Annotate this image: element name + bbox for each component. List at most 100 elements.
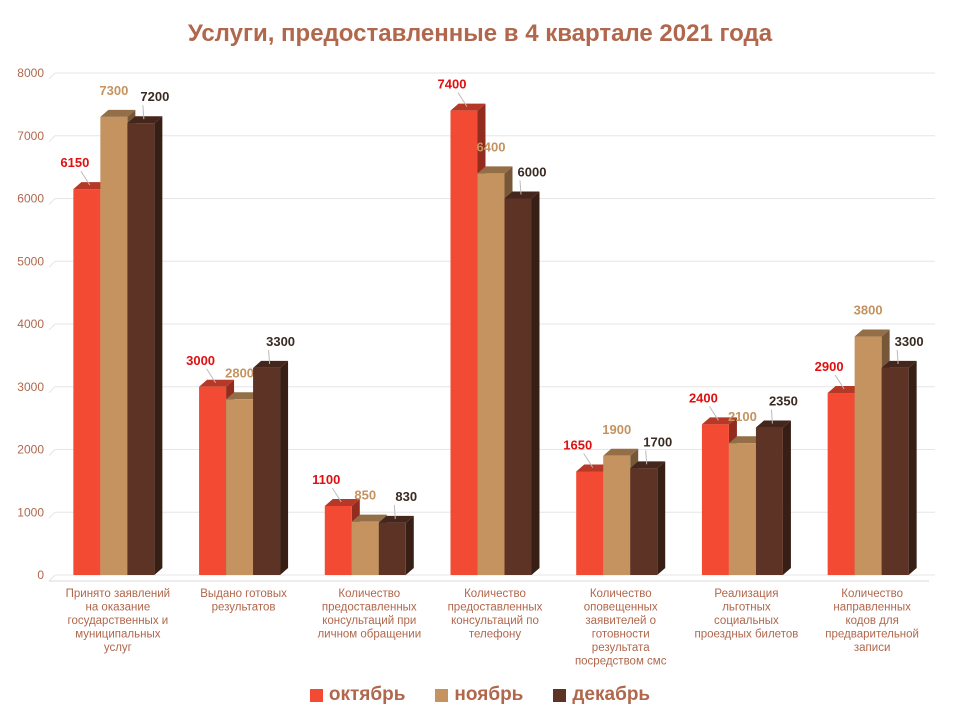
bar-top	[73, 182, 109, 190]
bar-top	[854, 329, 890, 337]
x-category-label: Принято заявлений	[66, 588, 170, 600]
leader-line	[645, 450, 648, 465]
bar-декабрь	[127, 123, 155, 575]
x-category-label: телефону	[469, 629, 521, 641]
x-category-label: Количество	[590, 588, 652, 600]
data-label: 2800	[225, 365, 254, 380]
y-tick-label: 5000	[17, 254, 44, 268]
leader-line	[457, 92, 468, 107]
bar-top	[253, 360, 289, 368]
bar-октябрь	[576, 471, 604, 575]
x-category-label: государственных и	[68, 615, 169, 627]
data-label: 2400	[689, 390, 718, 405]
bar-top	[477, 166, 513, 174]
bar-side	[531, 191, 540, 575]
bar-октябрь	[701, 424, 729, 575]
bar-top	[504, 191, 540, 199]
legend-label: октябрь	[328, 684, 406, 705]
bar-декабрь	[504, 198, 532, 575]
data-label: 6000	[518, 165, 547, 180]
bar-ноябрь	[477, 173, 505, 575]
gridline-depth	[48, 72, 56, 80]
x-category-label: на оказание	[85, 602, 150, 614]
x-category-label: проездных билетов	[695, 629, 799, 641]
leader-line	[268, 349, 271, 364]
bar-top	[199, 379, 235, 387]
y-tick-label: 0	[37, 568, 44, 582]
x-category-label: кодов для	[845, 615, 898, 627]
bar-top	[351, 514, 387, 522]
bar-октябрь	[450, 110, 478, 576]
x-category-label: направленных	[833, 602, 911, 614]
data-label: 3800	[854, 303, 883, 318]
bar-top	[630, 461, 666, 469]
leader-line	[142, 105, 145, 120]
x-category-label: Выдано готовых	[200, 588, 287, 600]
legend-swatch	[553, 688, 567, 702]
gridline-depth	[48, 511, 56, 519]
data-label: 1700	[643, 434, 672, 449]
x-category-label: Количество	[464, 588, 526, 600]
y-tick-label: 4000	[17, 317, 44, 331]
bar-декабрь	[755, 427, 783, 575]
data-label: 2900	[815, 359, 844, 374]
x-category-label: льготных	[722, 602, 771, 614]
leader-line	[80, 170, 91, 186]
bar-side	[908, 360, 917, 575]
legend: октябрь ноябрь декабрь	[0, 684, 960, 706]
bar-октябрь	[827, 393, 855, 575]
legend-item-october: октябрь	[309, 684, 406, 706]
data-label: 2350	[769, 394, 798, 409]
bar-октябрь	[73, 189, 101, 575]
x-category-label: готовности	[592, 629, 650, 641]
x-category-label: посредством смс	[575, 656, 667, 668]
legend-swatch	[435, 688, 449, 702]
y-tick-label: 6000	[17, 192, 44, 206]
leader-line	[834, 374, 845, 390]
bar-top	[378, 515, 414, 523]
x-category-label: консультаций по	[451, 615, 539, 627]
x-category-label: консультаций при	[322, 615, 416, 627]
bar-ноябрь	[226, 399, 254, 575]
bar-октябрь	[199, 386, 227, 575]
bar-top	[827, 386, 863, 394]
gridline-depth	[48, 386, 56, 394]
gridline-depth	[48, 198, 56, 205]
bar-top	[576, 464, 612, 472]
gridline-depth	[48, 574, 56, 582]
bar-декабрь	[630, 468, 658, 575]
x-category-label: результатов	[212, 602, 276, 614]
y-tick-label: 1000	[17, 505, 44, 519]
data-label: 7300	[99, 83, 128, 98]
data-label: 850	[354, 488, 376, 503]
x-category-label: личном обращении	[317, 629, 421, 641]
y-tick-label: 8000	[17, 66, 44, 80]
bar-side	[782, 420, 791, 575]
y-tick-label: 7000	[17, 129, 44, 143]
bar-октябрь	[324, 505, 352, 575]
x-category-label: Количество	[338, 588, 400, 600]
leader-line	[770, 409, 773, 424]
bar-декабрь	[253, 367, 281, 575]
legend-label: декабрь	[572, 684, 651, 705]
x-category-label: Количество	[841, 588, 903, 600]
legend-item-december: декабрь	[553, 684, 650, 706]
leader-line	[393, 504, 396, 519]
chart-title: Услуги, предоставленные в 4 квартале 202…	[187, 20, 773, 47]
leader-line	[331, 487, 342, 503]
gridline-depth	[48, 323, 56, 331]
y-tick-label: 3000	[17, 380, 44, 394]
bar-ноябрь	[728, 443, 756, 575]
bar-декабрь	[881, 367, 909, 575]
data-label: 3300	[895, 334, 924, 349]
y-tick-label: 2000	[17, 443, 44, 457]
bar-top	[728, 436, 764, 444]
legend-swatch	[309, 688, 323, 702]
gridline-depth	[48, 135, 56, 143]
data-label: 1100	[312, 472, 340, 487]
x-category-label: Реализация	[714, 588, 778, 600]
x-category-label: предварительной	[825, 629, 919, 641]
data-label: 7400	[438, 77, 467, 92]
